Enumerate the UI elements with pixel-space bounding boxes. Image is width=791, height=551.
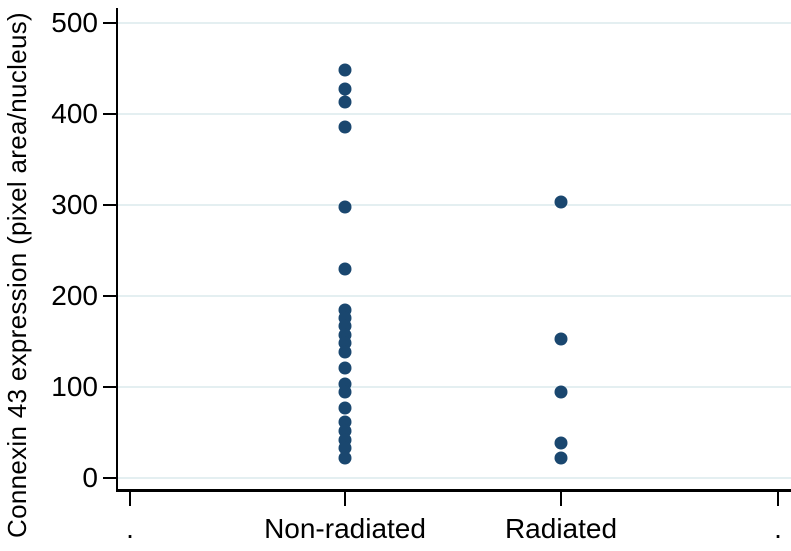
x-tick-label-outer-right: .	[774, 513, 782, 544]
x-tick-label-radiated: Radiated	[504, 513, 618, 544]
data-point	[554, 451, 568, 465]
data-point	[338, 441, 352, 455]
y-axis-title: Connexin 43 expression (pixel area/nucle…	[2, 12, 32, 539]
x-tick	[777, 492, 779, 506]
gridline-y100	[118, 386, 791, 388]
y-tick-label: 400	[51, 98, 98, 129]
y-tick	[103, 204, 117, 206]
data-point	[338, 120, 352, 134]
data-point	[554, 332, 568, 346]
y-tick	[103, 113, 117, 115]
y-tick-label: 200	[51, 280, 98, 311]
y-axis-line	[116, 8, 118, 492]
data-point	[338, 63, 352, 77]
data-point	[338, 451, 352, 465]
x-axis-line	[116, 489, 791, 492]
data-point	[554, 195, 568, 209]
data-point	[338, 82, 352, 96]
x-tick-label-non-radiated: Non-radiated	[264, 513, 426, 544]
data-point	[338, 262, 352, 276]
data-point	[554, 436, 568, 450]
data-point	[338, 401, 352, 415]
y-tick	[103, 386, 117, 388]
data-point	[338, 200, 352, 214]
y-tick-label: 500	[51, 7, 98, 38]
y-tick-label: 300	[51, 189, 98, 220]
y-tick	[103, 477, 117, 479]
gridline-y500	[118, 22, 791, 24]
y-tick	[103, 22, 117, 24]
y-tick	[103, 295, 117, 297]
x-tick	[129, 492, 131, 506]
data-point	[338, 361, 352, 375]
x-tick	[344, 492, 346, 506]
gridline-y300	[118, 204, 791, 206]
gridline-y200	[118, 295, 791, 297]
y-tick-label: 100	[51, 371, 98, 402]
gridline-y400	[118, 113, 791, 115]
data-point	[338, 95, 352, 109]
data-point	[554, 385, 568, 399]
x-tick-label-outer-left: .	[126, 513, 134, 544]
x-tick	[560, 492, 562, 506]
y-tick-label: 0	[82, 462, 98, 493]
data-point	[338, 345, 352, 358]
gridline-y0	[118, 477, 791, 479]
data-point	[338, 385, 352, 399]
